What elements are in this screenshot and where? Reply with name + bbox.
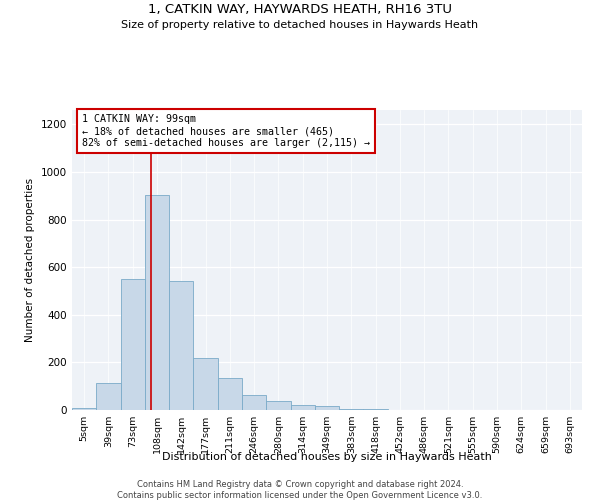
Text: 1 CATKIN WAY: 99sqm
← 18% of detached houses are smaller (465)
82% of semi-detac: 1 CATKIN WAY: 99sqm ← 18% of detached ho…: [82, 114, 370, 148]
Bar: [193, 358, 218, 410]
Bar: [339, 409, 364, 410]
Bar: [72, 408, 96, 410]
Text: Distribution of detached houses by size in Haywards Heath: Distribution of detached houses by size …: [162, 452, 492, 462]
Y-axis label: Number of detached properties: Number of detached properties: [25, 178, 35, 342]
Bar: [266, 401, 290, 410]
Text: Contains HM Land Registry data © Crown copyright and database right 2024.: Contains HM Land Registry data © Crown c…: [137, 480, 463, 489]
Bar: [96, 383, 121, 410]
Bar: [290, 405, 315, 410]
Bar: [242, 395, 266, 410]
Text: 1, CATKIN WAY, HAYWARDS HEATH, RH16 3TU: 1, CATKIN WAY, HAYWARDS HEATH, RH16 3TU: [148, 2, 452, 16]
Bar: [315, 406, 339, 410]
Text: Size of property relative to detached houses in Haywards Heath: Size of property relative to detached ho…: [121, 20, 479, 30]
Bar: [169, 280, 193, 410]
Bar: [121, 279, 145, 410]
Bar: [218, 378, 242, 410]
Bar: [145, 194, 169, 410]
Text: Contains public sector information licensed under the Open Government Licence v3: Contains public sector information licen…: [118, 491, 482, 500]
